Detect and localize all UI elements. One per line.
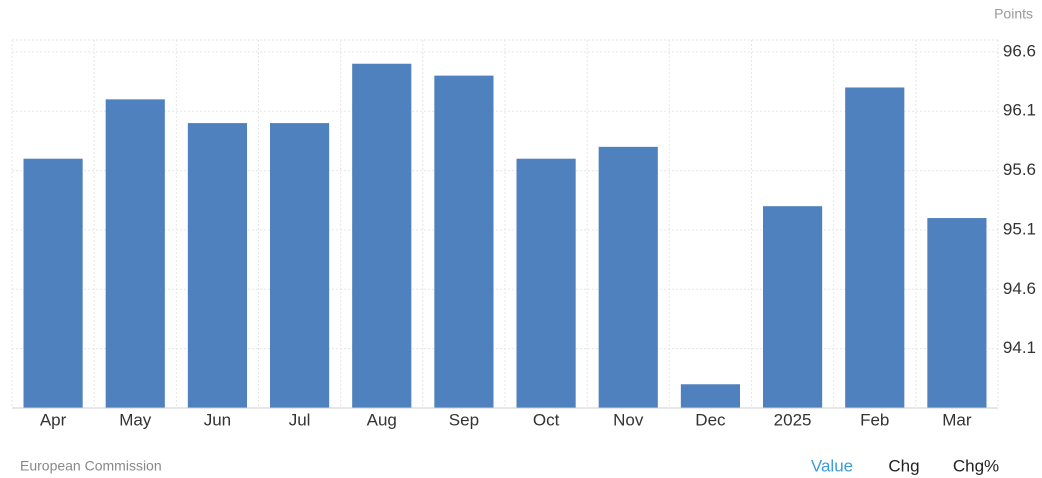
bar xyxy=(845,87,905,408)
bar xyxy=(763,206,823,408)
bar xyxy=(598,146,658,408)
bar xyxy=(434,75,494,408)
bar xyxy=(680,384,740,408)
source: European Commission xyxy=(20,458,162,474)
bar xyxy=(927,218,987,408)
x-tick-label: Aug xyxy=(367,410,397,429)
x-tick-label: Sep xyxy=(449,410,479,429)
x-tick-label: Oct xyxy=(533,410,560,429)
bar xyxy=(516,158,576,408)
bar xyxy=(105,99,165,409)
tab[interactable]: Chg xyxy=(888,456,919,475)
bar xyxy=(23,158,83,408)
bar xyxy=(187,123,247,408)
x-tick-label: Jul xyxy=(289,410,311,429)
bar xyxy=(270,123,330,408)
x-tick-label: Jun xyxy=(204,410,231,429)
x-tick-label: Apr xyxy=(40,410,67,429)
x-tick-label: 2025 xyxy=(774,410,812,429)
tab[interactable]: Chg% xyxy=(953,456,999,475)
y-tick-label: 94.1 xyxy=(1003,338,1036,357)
x-tick-label: Nov xyxy=(613,410,644,429)
y-tick-label: 96.1 xyxy=(1003,101,1036,120)
x-tick-label: May xyxy=(119,410,152,429)
y-tick-label: 96.6 xyxy=(1003,41,1036,60)
y-tick-label: 94.6 xyxy=(1003,279,1036,298)
x-tick-label: Feb xyxy=(860,410,889,429)
x-tick-label: Mar xyxy=(942,410,972,429)
y-axis-label: Points xyxy=(994,6,1033,22)
y-tick-label: 95.6 xyxy=(1003,160,1036,179)
y-tick-label: 95.1 xyxy=(1003,219,1036,238)
bar xyxy=(352,63,412,408)
tab[interactable]: Value xyxy=(811,456,853,475)
x-tick-label: Dec xyxy=(695,410,726,429)
